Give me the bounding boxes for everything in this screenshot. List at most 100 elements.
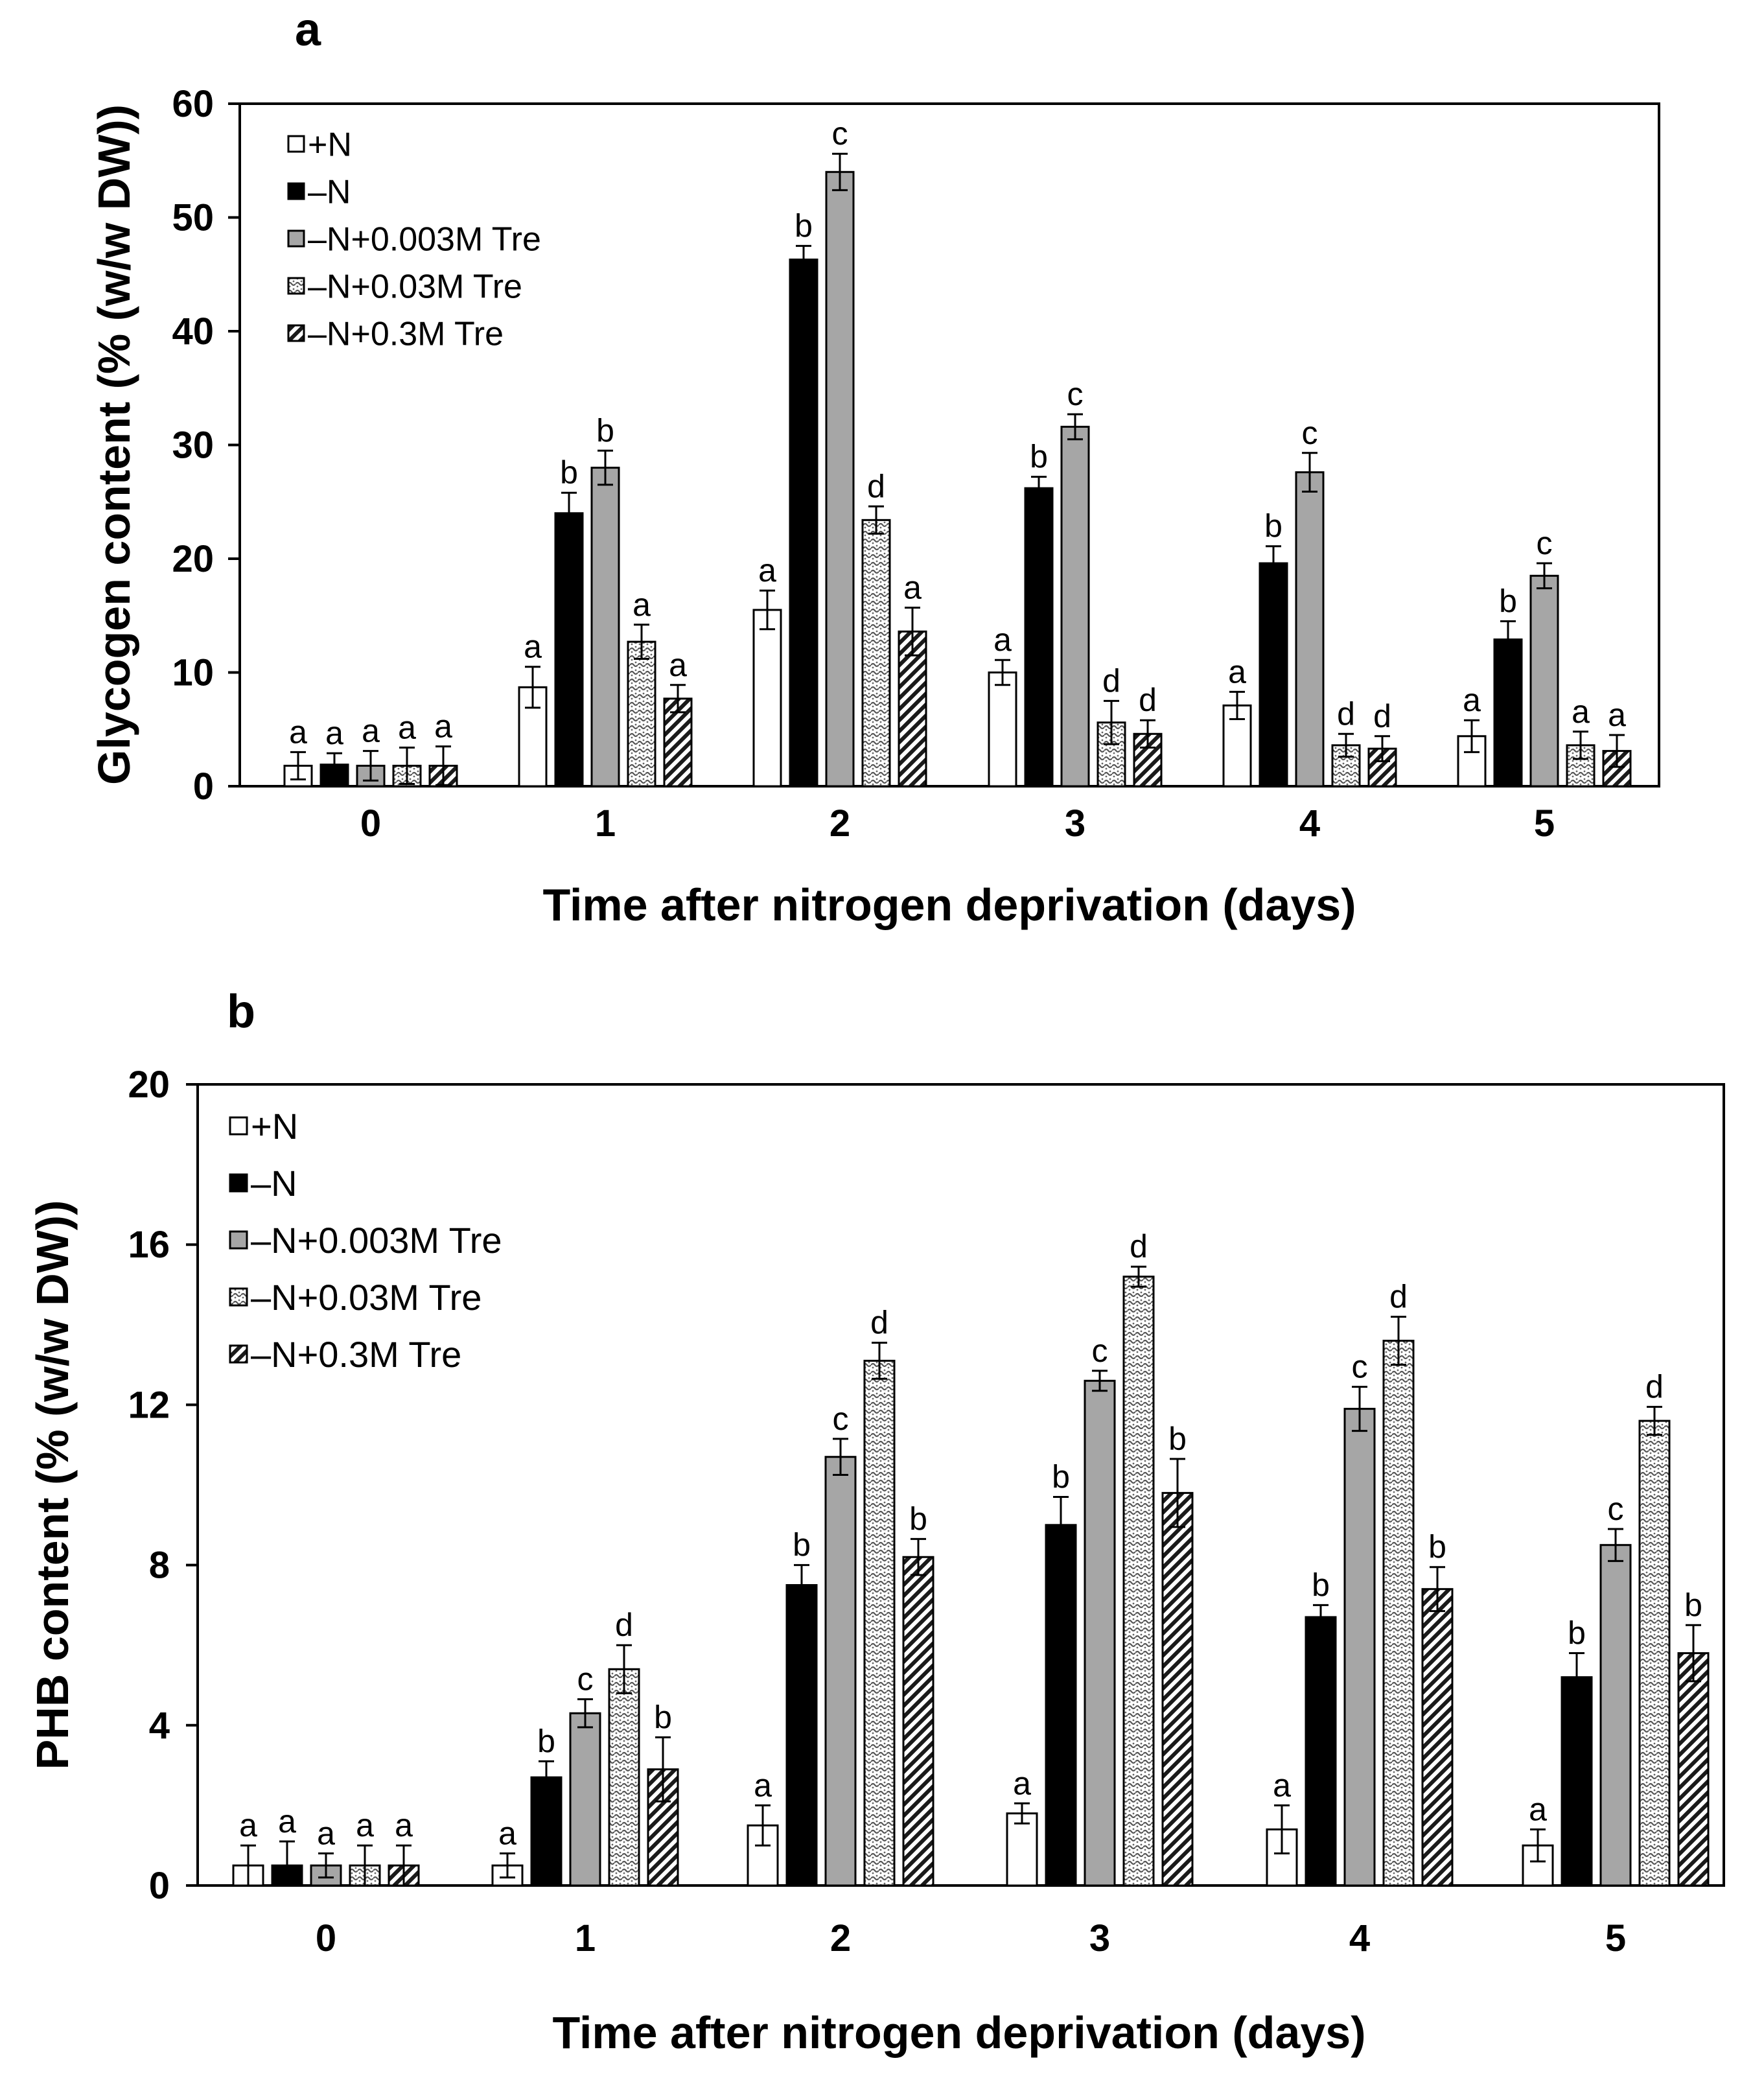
error-bar bbox=[1067, 413, 1083, 441]
significance-label: d bbox=[1139, 682, 1157, 718]
significance-label: a bbox=[1463, 682, 1481, 718]
y-tick-label: 0 bbox=[149, 1865, 170, 1907]
legend-swatch bbox=[287, 182, 305, 200]
significance-label: b bbox=[1568, 1615, 1586, 1652]
significance-label: a bbox=[1273, 1767, 1291, 1803]
y-tick-label: 60 bbox=[172, 83, 214, 125]
error-bar bbox=[525, 666, 540, 709]
bar bbox=[785, 1584, 818, 1887]
significance-label: c bbox=[1608, 1491, 1624, 1527]
y-axis-title-b: PHB content (% (w/w DW)) bbox=[27, 1200, 78, 1770]
error-bar bbox=[1530, 1828, 1546, 1863]
bar bbox=[752, 609, 782, 788]
legend-swatch bbox=[229, 1344, 248, 1364]
x-axis-a: 0 1 2 3 4 5 bbox=[360, 802, 1555, 845]
significance-label: b bbox=[795, 207, 813, 244]
y-tick-label: 4 bbox=[149, 1705, 170, 1747]
y-axis-title-a: Glycogen content (% (w/w DW)) bbox=[89, 104, 139, 785]
significance-label: d bbox=[1337, 695, 1355, 732]
legend-item: +N bbox=[229, 1106, 298, 1147]
error-bar bbox=[796, 244, 811, 274]
error-bar bbox=[1352, 1386, 1367, 1432]
error-bar bbox=[905, 606, 920, 657]
significance-label: b bbox=[537, 1723, 555, 1759]
error-bar bbox=[1537, 562, 1552, 590]
y-tick-label: 20 bbox=[172, 538, 214, 580]
significance-label: a bbox=[524, 629, 542, 665]
legend-swatch bbox=[229, 1230, 248, 1250]
y-tick-label: 8 bbox=[149, 1545, 170, 1587]
significance-label: b bbox=[793, 1527, 811, 1563]
legend-swatch bbox=[229, 1116, 248, 1136]
significance-label: a bbox=[434, 708, 452, 745]
bar bbox=[1161, 1491, 1194, 1887]
y-tick-label: 40 bbox=[172, 310, 214, 353]
significance-label: a bbox=[239, 1807, 257, 1843]
bar bbox=[569, 1712, 601, 1887]
significance-label: d bbox=[1130, 1228, 1148, 1265]
significance-label: a bbox=[356, 1807, 374, 1843]
legend-label: –N+0.3M Tre bbox=[308, 316, 504, 353]
significance-label: a bbox=[289, 714, 307, 750]
bar bbox=[861, 519, 891, 788]
error-bar bbox=[500, 1852, 515, 1879]
legend-item: –N+0.003M Tre bbox=[287, 221, 541, 259]
significance-label: b bbox=[654, 1699, 672, 1735]
significance-label: a bbox=[1013, 1765, 1031, 1801]
error-bar bbox=[327, 752, 342, 777]
bar bbox=[1133, 732, 1163, 788]
error-bar bbox=[872, 1342, 887, 1380]
error-bar bbox=[1569, 1652, 1584, 1703]
significance-label: a bbox=[317, 1815, 335, 1852]
y-tick-label: 10 bbox=[172, 652, 214, 694]
significance-label: c bbox=[832, 115, 848, 152]
panel-letter-a: a bbox=[295, 4, 321, 56]
x-tick-label: 5 bbox=[1605, 1917, 1626, 1959]
significance-label: a bbox=[1529, 1791, 1547, 1827]
error-bar bbox=[1608, 1528, 1623, 1562]
bar bbox=[863, 1359, 896, 1887]
error-bar bbox=[760, 589, 775, 631]
legend-swatch bbox=[229, 1287, 248, 1307]
error-bar bbox=[1266, 545, 1281, 581]
significance-label: c bbox=[1067, 376, 1084, 412]
x-tick-label: 3 bbox=[1065, 802, 1085, 845]
error-bar bbox=[1500, 620, 1516, 659]
error-bar bbox=[290, 751, 306, 780]
error-bar bbox=[399, 746, 415, 785]
legend-swatch bbox=[229, 1173, 248, 1193]
significance-label: a bbox=[758, 552, 776, 589]
error-bar bbox=[279, 1840, 295, 1887]
legend-item: –N+0.003M Tre bbox=[229, 1220, 502, 1261]
legend-b: +N –N –N+0.003M Tre –N+0.03M Tre –N+0.3M Tre bbox=[229, 1106, 502, 1375]
bar bbox=[1305, 1616, 1337, 1887]
error-bar bbox=[1014, 1802, 1030, 1825]
error-bar bbox=[240, 1844, 256, 1887]
error-bar bbox=[1338, 732, 1354, 758]
legend-swatch bbox=[287, 229, 305, 248]
legend-label: –N+0.003M Tre bbox=[251, 1220, 502, 1261]
error-bar bbox=[1031, 476, 1047, 501]
legend-swatch bbox=[287, 324, 305, 342]
x-tick-label: 0 bbox=[316, 1917, 336, 1959]
x-tick-label: 3 bbox=[1089, 1917, 1110, 1959]
significance-label: d bbox=[1645, 1368, 1664, 1405]
legend-swatch bbox=[287, 277, 305, 295]
significance-label: a bbox=[903, 569, 922, 605]
legend-label: –N+0.03M Tre bbox=[308, 268, 522, 306]
significance-label: d bbox=[870, 1305, 888, 1341]
error-bar bbox=[616, 1644, 632, 1694]
legend-label: –N+0.03M Tre bbox=[251, 1277, 482, 1318]
significance-label: d bbox=[1102, 662, 1120, 699]
legend-item: –N bbox=[287, 174, 351, 211]
error-bar bbox=[634, 624, 649, 660]
bar bbox=[1259, 562, 1288, 788]
significance-label: b bbox=[1264, 508, 1282, 544]
error-bar bbox=[396, 1844, 412, 1887]
significance-label: a bbox=[325, 715, 343, 751]
significance-label: b bbox=[560, 454, 578, 491]
legend-label: –N+0.003M Tre bbox=[308, 221, 541, 259]
x-tick-label: 1 bbox=[575, 1917, 596, 1959]
